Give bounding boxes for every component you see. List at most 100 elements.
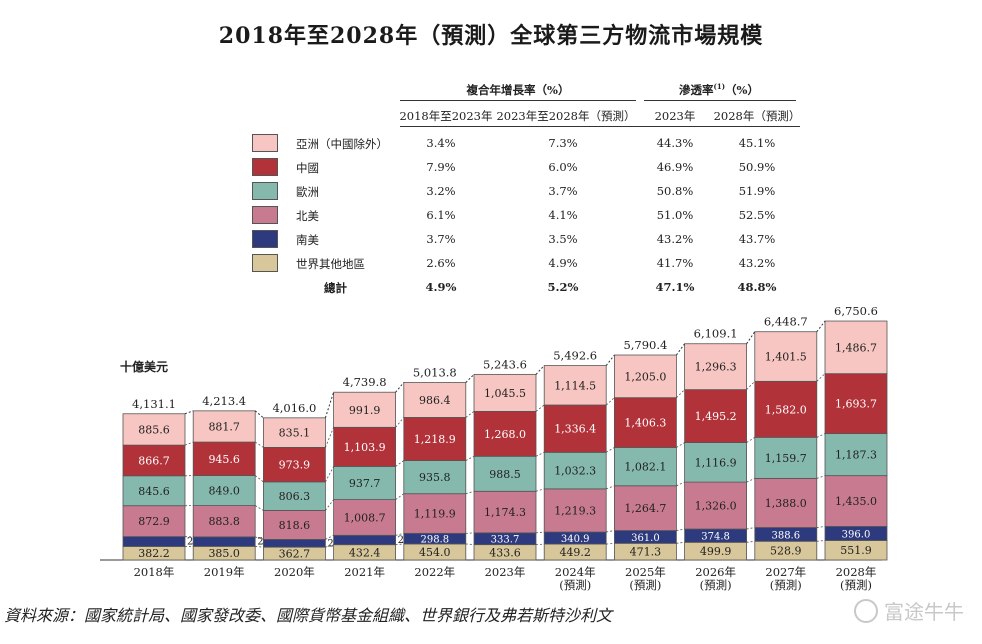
bar-data-label: 1,401.5	[765, 351, 807, 364]
legend-swatch	[252, 158, 278, 176]
row-value: 7.3%	[548, 136, 578, 150]
bar-data-label: 1,219.3	[554, 504, 596, 517]
segment-connector-line	[676, 481, 685, 487]
total-label: 總計	[324, 281, 347, 295]
row-label: 亞洲（中國除外）	[296, 137, 388, 151]
bar-data-label: 499.9	[700, 545, 732, 558]
bar-data-label: 881.7	[208, 420, 240, 433]
bar-data-label: 885.6	[138, 423, 170, 436]
penetration-header: 滲透率(1)（%）	[644, 82, 794, 98]
bar-total-label: 5,790.4	[623, 338, 667, 352]
bar-data-label: 845.6	[138, 485, 170, 498]
segment-connector-line	[535, 543, 545, 546]
segment-connector-line	[816, 373, 826, 382]
legend-swatch	[252, 254, 278, 272]
segment-connector-line	[465, 543, 475, 546]
segment-connector-line	[184, 441, 194, 446]
x-tick-label: 2023年	[485, 565, 526, 579]
sub-header: 2023年	[654, 109, 696, 123]
bar-data-label: 340.9	[561, 534, 590, 545]
table-row: 中國 7.9% 6.0% 46.9% 50.9%	[244, 158, 804, 180]
total-connector-line	[324, 392, 335, 418]
bar-segment	[192, 505, 256, 538]
segment-connector-line	[395, 493, 405, 500]
bar-segment	[824, 475, 888, 527]
segment-connector-line	[395, 460, 405, 467]
sub-header: 2028年（預測）	[713, 109, 801, 123]
bar-data-label: 1,268.0	[484, 428, 526, 441]
row-value: 44.3%	[656, 136, 694, 150]
bar-segment	[684, 343, 747, 391]
row-value: 4.9%	[548, 256, 578, 270]
x-tick-label: 2024年	[555, 565, 596, 579]
segment-connector-line	[676, 442, 685, 448]
penetration-footnote: (1)	[713, 82, 726, 92]
segment-connector-line	[465, 411, 475, 418]
bar-data-label: 362.7	[279, 548, 311, 561]
segment-connector-line	[605, 447, 615, 453]
watermark: 富途牛牛	[854, 596, 964, 625]
bar-data-label: 1,435.0	[835, 495, 877, 508]
bar-data-label: 1,114.5	[554, 379, 596, 392]
bar-total-label: 4,016.0	[272, 401, 316, 415]
bar-segment	[684, 389, 747, 443]
row-value: 52.5%	[738, 208, 776, 222]
bar-segment	[824, 433, 888, 477]
x-tick-label: 2028年	[836, 565, 877, 579]
bar-data-label: 388.6	[771, 530, 800, 541]
bar-data-label: 432.4	[349, 546, 381, 559]
bar-data-label: 1,187.3	[835, 449, 877, 462]
row-value: 3.7%	[426, 232, 456, 246]
bar-data-label: 1,032.3	[554, 465, 596, 478]
bar-total-label: 6,109.1	[694, 327, 738, 341]
bar-data-label: 1,388.0	[765, 497, 807, 510]
x-tick-label: 2021年	[344, 565, 385, 579]
bar-data-label: 1,082.1	[624, 461, 666, 474]
segment-connector-line	[535, 451, 545, 457]
x-tick-label: (預測)	[840, 578, 872, 592]
bar-data-label: 1,486.7	[835, 341, 877, 354]
segment-connector-line	[606, 485, 615, 490]
row-value: 43.2%	[738, 256, 776, 270]
bar-segment	[333, 499, 397, 536]
bar-segment	[754, 436, 818, 479]
total-connector-line	[816, 320, 826, 333]
x-tick-label: (預測)	[770, 578, 802, 592]
bar-data-label: 374.8	[701, 532, 730, 543]
row-value: 6.0%	[548, 160, 578, 174]
segment-connector-line	[325, 466, 334, 483]
legend-swatch	[252, 182, 278, 200]
penetration-header-tail: （%）	[725, 83, 759, 97]
x-tick-label: 2022年	[414, 565, 455, 579]
segment-connector-line	[816, 475, 826, 479]
segment-connector-line	[746, 527, 755, 530]
bar-data-label: 1,264.7	[624, 502, 666, 515]
segment-connector-line	[325, 544, 334, 548]
table-row: 世界其他地區 2.6% 4.9% 41.7% 43.2%	[244, 254, 804, 276]
row-value: 3.5%	[548, 232, 578, 246]
row-value: 43.7%	[738, 232, 776, 246]
bar-segment	[614, 447, 677, 487]
header-rule	[644, 100, 796, 101]
segment-connector-line	[465, 455, 475, 461]
bar-segment	[754, 380, 818, 438]
segment-connector-line	[746, 381, 756, 390]
bar-data-label: 1,159.7	[765, 452, 807, 465]
bar-data-label: 1,495.2	[695, 410, 737, 423]
row-value: 51.0%	[656, 208, 694, 222]
segment-connector-line	[254, 505, 264, 511]
header-rule	[400, 126, 800, 127]
segment-connector-line	[605, 397, 615, 406]
header-rule	[400, 100, 636, 101]
row-label: 世界其他地區	[296, 257, 365, 271]
x-tick-label: 2018年	[134, 565, 175, 579]
row-label: 中國	[296, 161, 319, 175]
row-value: 41.7%	[656, 256, 694, 270]
bar-data-label: 1,296.3	[695, 361, 737, 374]
bar-data-label: 1,693.7	[835, 398, 877, 411]
bar-data-label: 433.6	[489, 546, 521, 559]
total-value: 48.8%	[737, 280, 777, 294]
x-tick-label: 2025年	[625, 565, 666, 579]
bar-data-label: 385.0	[208, 547, 240, 560]
total-connector-line	[254, 410, 264, 419]
